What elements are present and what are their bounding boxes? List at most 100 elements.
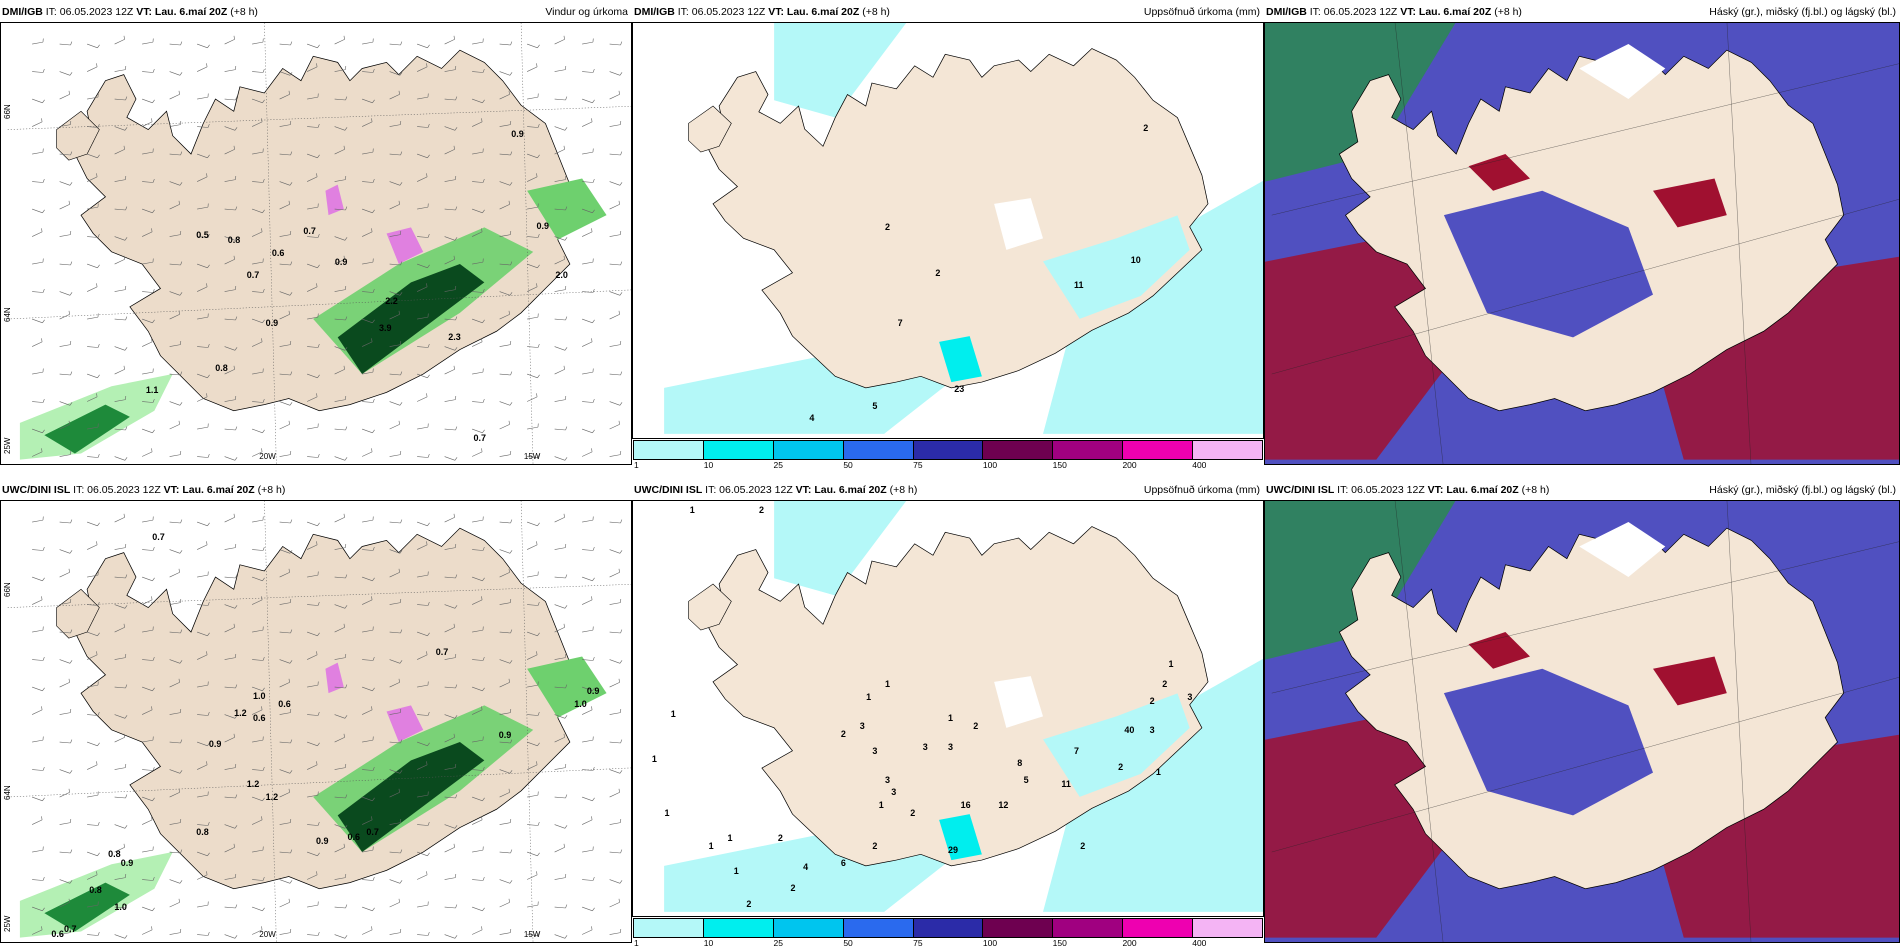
colorbar-tick: 75 xyxy=(913,938,923,948)
field-name: Vindur og úrkoma xyxy=(545,6,628,18)
valid-time: Lau. 6.maí 20Z xyxy=(811,484,887,496)
valid-time-label: VT: xyxy=(136,6,152,18)
map-area[interactable]: 20W 15W 66N 64N 25W 0.7 0.7 1.0 0.6 1.2 0.6 0.9 1.2 1… xyxy=(0,500,632,943)
value-label: 7 xyxy=(1074,745,1080,756)
value-label: 2 xyxy=(1162,679,1168,690)
init-time: IT: 06.05.2023 12Z xyxy=(1334,484,1428,496)
value-label: 0.8 xyxy=(108,849,121,860)
colorbar-swatch xyxy=(983,919,1054,937)
value-label: 29 xyxy=(948,845,959,856)
value-label: 16 xyxy=(960,799,971,810)
map-panel-wind: UWC/DINI ISL IT: 06.05.2023 12Z VT: Lau.… xyxy=(0,478,632,943)
value-label: 0.8 xyxy=(89,884,102,895)
model-name: UWC/DINI ISL xyxy=(1266,484,1335,496)
field-name: Uppsöfnuð úrkoma (mm) xyxy=(1143,6,1260,18)
init-time: IT: 06.05.2023 12Z xyxy=(1306,6,1401,18)
field-name: Háský (gr.), miðský (fj.bl.) og lágský (… xyxy=(1709,6,1896,18)
value-label: 0.9 xyxy=(265,318,279,329)
value-label: 10 xyxy=(1130,255,1141,266)
value-label: 7 xyxy=(897,317,903,328)
value-label: 2 xyxy=(973,720,979,731)
value-label: 5 xyxy=(872,400,878,411)
map-area[interactable]: 2 2 2 7 11 10 23 5 4 xyxy=(632,22,1264,439)
colorbar-tick: 25 xyxy=(773,460,784,470)
value-label: 1 xyxy=(866,691,872,702)
map-panel-precip: UWC/DINI ISL IT: 06.05.2023 12Z VT: Lau.… xyxy=(632,478,1264,948)
value-label: 40 xyxy=(1124,725,1135,736)
init-time: IT: 06.05.2023 12Z xyxy=(42,6,137,18)
map-area[interactable] xyxy=(1264,22,1900,465)
colorbar-tick: 10 xyxy=(703,938,714,948)
value-label: 0.6 xyxy=(253,712,266,723)
value-label: 0.7 xyxy=(246,269,260,280)
value-label: 0.9 xyxy=(316,836,329,847)
panel-title: UWC/DINI ISL IT: 06.05.2023 12Z VT: Lau.… xyxy=(634,484,917,496)
colorbar-swatch xyxy=(1193,919,1263,937)
map-canvas xyxy=(664,23,1263,434)
value-label: 2 xyxy=(1080,841,1086,852)
map-panel-cloud: DMI/IGB IT: 06.05.2023 12Z VT: Lau. 6.ma… xyxy=(1264,0,1900,465)
value-label: 0.7 xyxy=(64,924,77,935)
model-name: UWC/DINI ISL xyxy=(634,484,703,496)
value-label: 0.9 xyxy=(586,686,600,697)
value-label: 3 xyxy=(922,741,928,752)
valid-time: Lau. 6.maí 20Z xyxy=(1416,6,1492,18)
value-label: 1 xyxy=(1168,658,1174,669)
value-label: 2 xyxy=(910,808,916,819)
value-label: 0.9 xyxy=(334,256,348,267)
valid-time: Lau. 6.maí 20Z xyxy=(784,6,860,18)
colorbar-swatch xyxy=(1193,441,1263,459)
init-time: IT: 06.05.2023 12Z xyxy=(702,484,796,496)
valid-time-label: VT: xyxy=(1427,484,1444,496)
colorbar-tick: 50 xyxy=(843,460,853,470)
map-panel-precip: DMI/IGB IT: 06.05.2023 12Z VT: Lau. 6.ma… xyxy=(632,0,1264,470)
value-label: 1 xyxy=(948,712,954,723)
colorbar-swatch xyxy=(1053,441,1124,459)
panel-title: UWC/DINI ISL IT: 06.05.2023 12Z VT: Lau.… xyxy=(1266,484,1549,496)
colorbar-swatch xyxy=(1123,441,1194,459)
map-panel-wind: DMI/IGB IT: 06.05.2023 12Z VT: Lau. 6.ma… xyxy=(0,0,632,465)
colorbar-tick: 25 xyxy=(773,938,784,948)
value-label: 1 xyxy=(878,799,884,810)
valid-time-label: VT: xyxy=(1400,6,1416,18)
value-label: 0.6 xyxy=(278,699,291,710)
value-label: 0.7 xyxy=(152,531,165,542)
colorbar-tick: 100 xyxy=(982,460,998,470)
value-label: 2 xyxy=(777,833,783,843)
map-area[interactable]: 20W 15W 66N 64N 25W 0.5 0.8 0.7 0.6 0.7 0.9 0.9 0.9 0… xyxy=(0,22,632,465)
value-label: 0.6 xyxy=(51,928,64,939)
value-label: 2 xyxy=(872,841,878,852)
colorbar-swatch xyxy=(1123,919,1194,937)
colorbar-tick: 400 xyxy=(1192,460,1207,470)
value-label: 1 xyxy=(885,679,891,690)
value-label: 1 xyxy=(670,708,676,719)
latitude-label: 66N xyxy=(3,582,12,598)
value-label: 0.9 xyxy=(511,128,524,139)
model-name: DMI/IGB xyxy=(1266,6,1307,18)
value-label: 1.2 xyxy=(234,708,247,719)
colorbar-swatch xyxy=(843,919,914,937)
map-area[interactable] xyxy=(1264,500,1900,943)
model-name: DMI/IGB xyxy=(634,6,675,18)
latitude-label: 64N xyxy=(3,307,12,323)
value-label: 2.3 xyxy=(448,331,461,342)
value-label: 3.9 xyxy=(379,322,392,333)
map-area[interactable]: 1 2 1 1 1 1 1 1 2 3 3 3 2 3 3 3 16 12 5 8 7 11 2 1 40 3 2 1 3 2 1 2 2 2 4 6… xyxy=(632,500,1264,917)
colorbar-tick: 200 xyxy=(1122,460,1137,470)
field-name: Uppsöfnuð úrkoma (mm) xyxy=(1143,484,1260,496)
map-panel-cloud: UWC/DINI ISL IT: 06.05.2023 12Z VT: Lau.… xyxy=(1264,478,1900,943)
value-label: 1 xyxy=(708,841,714,852)
value-label: 0.9 xyxy=(120,858,134,869)
value-label: 2.0 xyxy=(555,269,568,280)
value-label: 1.0 xyxy=(253,690,266,701)
valid-time-label: VT: xyxy=(768,6,784,18)
value-label: 1 xyxy=(664,808,670,819)
valid-time: Lau. 6.maí 20Z xyxy=(1443,484,1519,496)
map-canvas xyxy=(1265,501,1899,942)
lead-time: (+8 h) xyxy=(1518,484,1550,496)
colorbar-tick: 1 xyxy=(634,938,639,948)
value-label: 6 xyxy=(840,857,846,868)
value-label: 0.7 xyxy=(366,827,379,838)
value-label: 1 xyxy=(733,866,739,877)
value-label: 0.8 xyxy=(215,362,228,373)
